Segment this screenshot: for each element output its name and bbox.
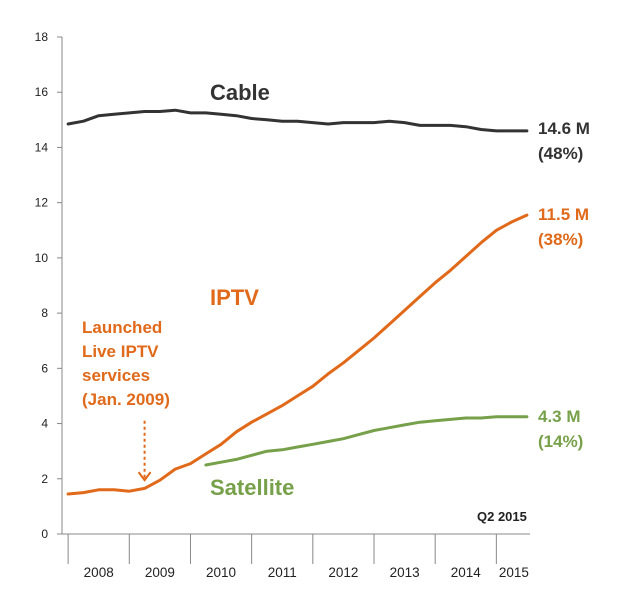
end-share-satellite: (14%) bbox=[538, 432, 583, 451]
y-tick-label: 4 bbox=[41, 417, 48, 431]
series-lines bbox=[66, 108, 529, 496]
y-tick-label: 18 bbox=[35, 30, 49, 44]
end-value-iptv: 11.5 M bbox=[538, 205, 589, 224]
end-share-cable: (48%) bbox=[538, 144, 583, 163]
annotation-line-2: Live IPTV bbox=[82, 342, 159, 361]
y-tick-label: 8 bbox=[41, 306, 48, 320]
end-share-iptv: (38%) bbox=[538, 230, 583, 249]
y-tick-label: 0 bbox=[41, 527, 48, 541]
y-tick-label: 12 bbox=[35, 196, 49, 210]
y-tick-label: 10 bbox=[35, 251, 49, 265]
annotation-line-1: Launched bbox=[82, 318, 162, 337]
y-tick-label: 6 bbox=[41, 361, 48, 375]
end-value-satellite: 4.3 M bbox=[538, 407, 581, 426]
x-tick-label: 2008 bbox=[84, 565, 114, 580]
series-line-iptv bbox=[66, 213, 529, 496]
series-line-satellite bbox=[204, 415, 529, 467]
y-tick-label: 16 bbox=[35, 85, 49, 99]
x-tick-label: 2010 bbox=[206, 565, 236, 580]
series-line-cable bbox=[66, 108, 529, 133]
series-label-satellite: Satellite bbox=[210, 475, 294, 500]
annotation-launch: Launched Live IPTV services (Jan. 2009) bbox=[82, 318, 170, 482]
x-tick-label: 2015 bbox=[499, 565, 529, 580]
series-label-cable: Cable bbox=[210, 80, 270, 105]
end-value-cable: 14.6 M bbox=[538, 119, 590, 138]
annotation-line-3: services bbox=[82, 366, 150, 385]
y-tick-label: 2 bbox=[41, 472, 48, 486]
x-tick-label: 2011 bbox=[268, 565, 297, 580]
x-tick-label: 2014 bbox=[451, 565, 482, 580]
x-tick-label: 2009 bbox=[145, 565, 175, 580]
x-tick-label: 2012 bbox=[328, 565, 358, 580]
axes bbox=[57, 36, 530, 564]
y-tick-label: 14 bbox=[35, 140, 49, 154]
tick-labels: 0 2 4 6 8 10 12 14 16 18 2008 2009 2010 2011 2012 2013 2… bbox=[35, 30, 529, 580]
x-tick-label: 2013 bbox=[390, 565, 420, 580]
annotation-arrow-head bbox=[137, 471, 152, 482]
annotation-line-4: (Jan. 2009) bbox=[82, 390, 170, 409]
series-label-iptv: IPTV bbox=[210, 285, 259, 310]
period-label: Q2 2015 bbox=[477, 509, 527, 524]
